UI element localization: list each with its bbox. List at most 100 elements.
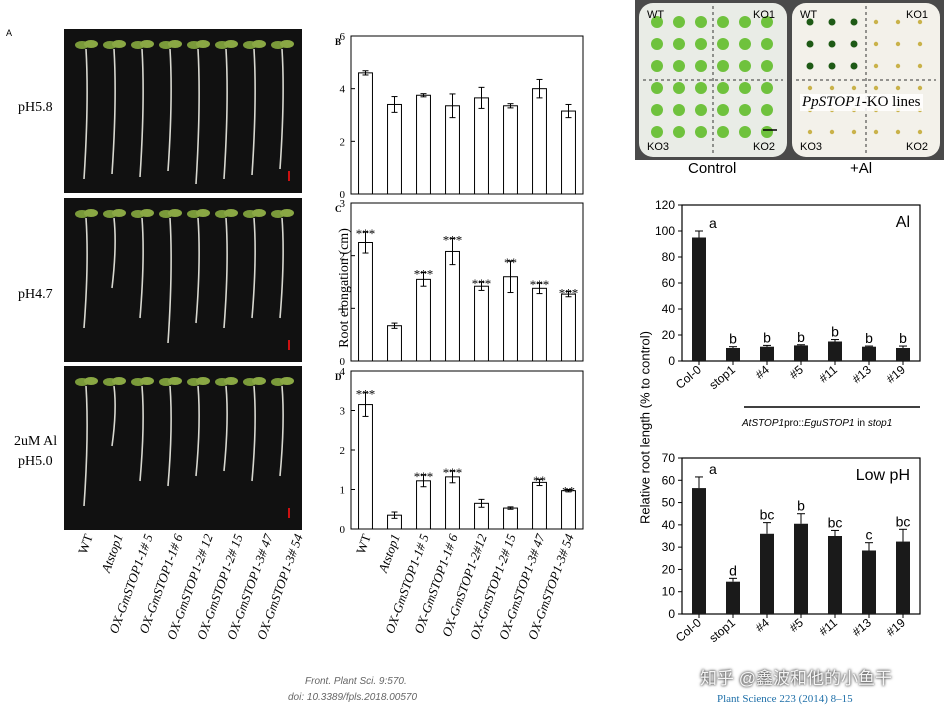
moss-colony: [673, 82, 685, 94]
moss-colony: [895, 129, 901, 135]
bar: [358, 242, 373, 362]
significance-mark: **: [533, 473, 546, 488]
moss-colony: [673, 126, 685, 138]
moss-colony: [695, 38, 707, 50]
significance-mark: ***: [356, 387, 376, 402]
cotyledon: [196, 377, 210, 385]
significance-letter: bc: [828, 514, 843, 530]
moss-colony: [917, 85, 923, 91]
cotyledon: [84, 377, 98, 385]
moss-colony: [717, 104, 729, 116]
category-label: #11: [816, 615, 840, 638]
root: [251, 48, 256, 176]
significance-letter: a: [709, 215, 717, 231]
category-label: Col-0: [673, 362, 704, 391]
chart-al: 0 20 40 60 80 100 120 Al a Col-0 b stop1 b #4 b #5 b #11 b…: [655, 198, 921, 408]
moss-colony: [651, 126, 663, 138]
moss-colony: [739, 38, 751, 50]
bar: [692, 237, 706, 361]
moss-colony: [850, 62, 858, 70]
category-label: #13: [850, 362, 875, 386]
moss-colony: [717, 60, 729, 72]
root: [83, 385, 88, 507]
root: [167, 385, 172, 487]
transgenic-bracket-label: AtSTOP1pro::EguSTOP1 in stop1: [742, 418, 892, 429]
y-tick-label: 120: [655, 198, 675, 212]
bar: [503, 507, 518, 530]
moss-colony: [739, 82, 751, 94]
moss-colony: [917, 41, 923, 47]
ko-lines-overlay: PpSTOP1-KO lines: [800, 94, 923, 111]
bar: [445, 250, 460, 362]
citation-frontiers-2: doi: 10.3389/fpls.2018.00570: [288, 692, 417, 703]
cotyledon: [140, 40, 154, 48]
bar: [794, 345, 808, 361]
cotyledon: [280, 377, 294, 385]
panel-a-letter: A: [6, 28, 13, 38]
moss-colony: [761, 104, 773, 116]
panel-letter: C: [335, 204, 342, 214]
cotyledon: [168, 377, 182, 385]
moss-colony: [739, 60, 751, 72]
plot-frame: [350, 35, 584, 195]
moss-colony: [673, 38, 685, 50]
root: [279, 217, 284, 319]
significance-letter: b: [899, 330, 907, 346]
genotype-label: Atstop1: [98, 532, 126, 575]
moss-colony: [807, 129, 813, 135]
moss-colony: [829, 85, 835, 91]
bar: [445, 476, 460, 530]
bar: [416, 94, 431, 195]
moss-colony: [761, 60, 773, 72]
root: [167, 48, 172, 172]
citation-frontiers-1: Front. Plant Sci. 9:570.: [305, 676, 407, 687]
moss-colony: [873, 41, 879, 47]
y-tick-label: 0: [340, 524, 346, 535]
significance-letter: b: [797, 329, 805, 345]
cotyledon: [224, 40, 238, 48]
cotyledon: [196, 40, 210, 48]
plate-quadrant-label: KO2: [753, 141, 775, 153]
category-label: Col-0: [673, 615, 704, 644]
moss-colony: [651, 16, 663, 28]
y-tick-label: 60: [662, 473, 676, 487]
plate-label-al: +Al: [850, 160, 873, 177]
root: [251, 385, 256, 482]
genotype-label: WT: [75, 532, 96, 556]
cotyledon: [140, 377, 154, 385]
bar: [794, 523, 808, 614]
y-tick-label: 0: [340, 356, 346, 367]
moss-colony: [895, 41, 901, 47]
bar: [561, 110, 576, 195]
moss-colony: [895, 85, 901, 91]
moss-colony: [761, 82, 773, 94]
plate-quadrant-label: KO1: [906, 9, 928, 21]
moss-colony: [651, 104, 663, 116]
bracket-mid: pro::: [784, 418, 805, 429]
bar: [692, 488, 706, 614]
moss-plates: WT KO1 KO3 KO2 WT KO1 KO3 KO2: [639, 3, 940, 157]
moss-colony: [806, 18, 814, 26]
significance-mark: ***: [530, 277, 550, 292]
seedling-photo-al: [64, 366, 302, 530]
bar: [416, 278, 431, 362]
significance-letter: a: [709, 461, 717, 477]
chart-title: Low pH: [856, 467, 910, 484]
significance-mark: ***: [414, 267, 434, 282]
plate-quadrant-label: KO1: [753, 9, 775, 21]
root: [139, 385, 144, 482]
moss-colony: [717, 38, 729, 50]
significance-letter: b: [831, 324, 839, 340]
root: [223, 385, 228, 472]
bar: [532, 287, 547, 362]
root: [279, 48, 284, 170]
cotyledon: [280, 209, 294, 217]
root: [111, 217, 116, 289]
category-label: #4: [753, 615, 772, 635]
cotyledon: [280, 40, 294, 48]
y-tick-label: 1: [340, 303, 346, 315]
cotyledon: [112, 209, 126, 217]
moss-colony: [739, 16, 751, 28]
root: [83, 48, 88, 180]
significance-mark: ***: [356, 226, 376, 241]
